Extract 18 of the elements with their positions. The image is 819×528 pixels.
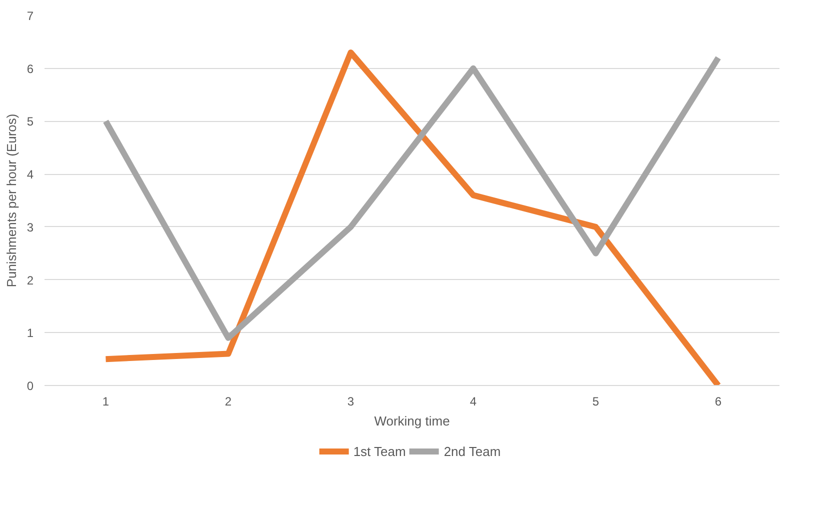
x-tick-label: 3	[347, 394, 354, 408]
y-tick-label: 4	[26, 168, 34, 182]
x-tick-label: 1	[102, 394, 110, 408]
y-tick-label: 7	[26, 9, 34, 23]
y-tick-label: 2	[26, 273, 34, 288]
x-tick-label: 6	[714, 394, 722, 408]
y-tick-label: 0	[26, 379, 34, 393]
y-axis-title: Punishments per hour (Euros)	[4, 114, 19, 288]
y-tick-label: 6	[26, 62, 34, 76]
y-tick-label: 1	[26, 326, 34, 340]
y-tick-label: 5	[26, 114, 34, 129]
y-tick-label: 3	[26, 220, 34, 234]
x-axis-title: Working time	[374, 414, 450, 428]
legend-label: 2nd Team	[444, 444, 501, 458]
x-tick-label: 2	[224, 394, 232, 408]
x-tick-label: 5	[592, 394, 600, 408]
x-tick-label: 4	[470, 394, 477, 408]
legend-label: 1st Team	[353, 444, 406, 458]
